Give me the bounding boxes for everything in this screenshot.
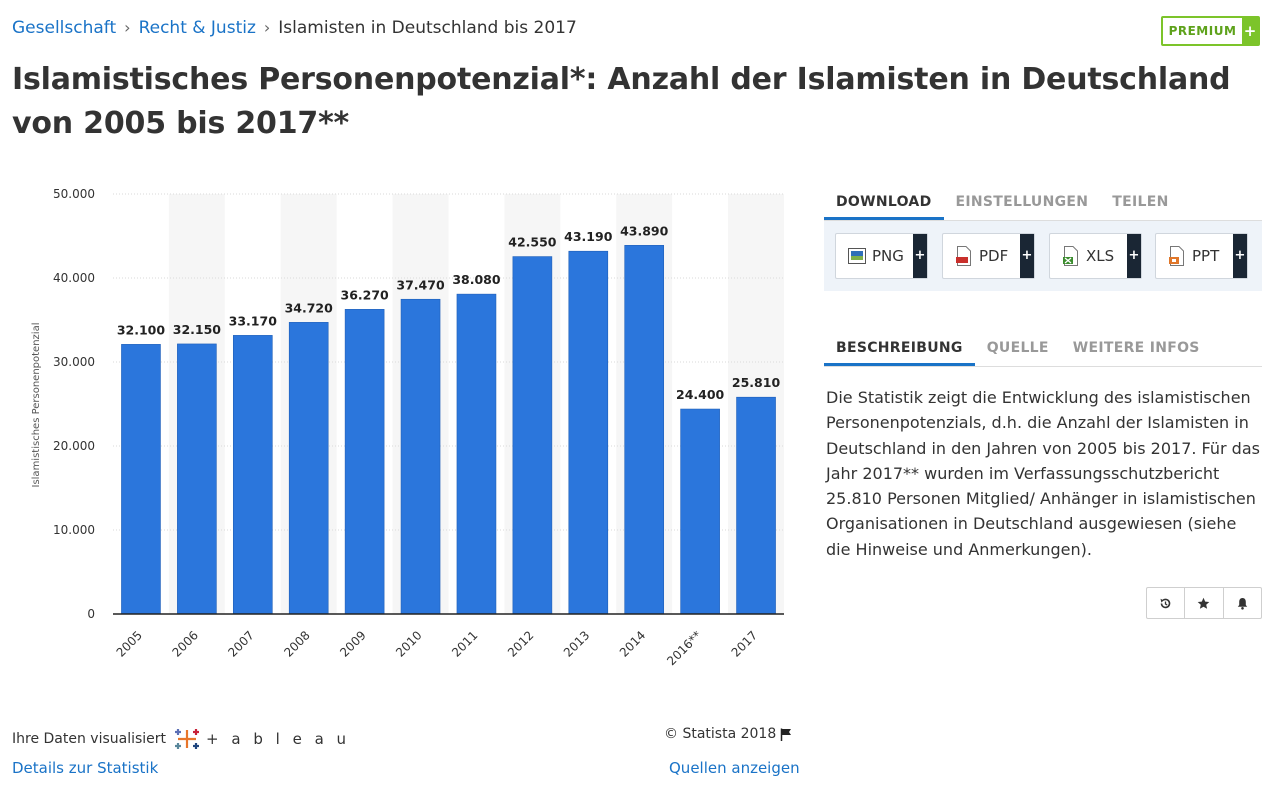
y-tick-label: 20.000 [53,439,95,453]
tab-teilen[interactable]: TEILEN [1112,194,1169,210]
breadcrumb-link-gesellschaft[interactable]: Gesellschaft [12,18,117,38]
x-tick-label: 2005 [114,628,145,659]
bar-2011[interactable] [456,293,497,615]
x-tick-label: 2014 [617,628,648,659]
download-pdf-button[interactable]: PDF + [942,233,1035,279]
tab-quelle[interactable]: QUELLE [986,340,1049,356]
tab-einstellungen[interactable]: EINSTELLUNGEN [955,194,1089,210]
page-title: Islamistisches Personenpotenzial*: Anzah… [12,62,1231,141]
value-label: 25.810 [732,375,781,390]
x-tick-label: 2013 [561,628,592,659]
plus-icon: + [1242,18,1258,44]
download-label: PPT [1192,247,1220,265]
download-png-button[interactable]: PNG + [835,233,928,279]
xls-file-icon [1062,246,1080,266]
value-label: 42.550 [508,235,557,250]
tab-weitere-infos[interactable]: WEITERE INFOS [1072,340,1200,356]
breadcrumb-separator: › [263,18,271,37]
bar-2013[interactable] [568,250,609,615]
tab-download[interactable]: DOWNLOAD [824,184,944,220]
value-label: 37.470 [396,277,445,292]
value-label: 38.080 [452,272,501,287]
bell-icon[interactable] [1222,588,1261,618]
chart-bars [121,245,776,615]
bar-2005[interactable] [121,344,161,615]
value-label: 43.890 [620,223,669,238]
pdf-file-icon [955,246,973,266]
download-label: PDF [979,247,1009,265]
history-icon[interactable] [1147,588,1184,618]
x-tick-label: 2008 [281,628,312,659]
premium-button[interactable]: PREMIUM + [1161,16,1260,46]
y-tick-label: 40.000 [53,271,95,285]
breadcrumb-link-recht-justiz[interactable]: Recht & Justiz [138,18,256,38]
tableau-logo[interactable]: + a b l e a u [172,726,350,752]
details-link[interactable]: Details zur Statistik [12,759,159,777]
x-tick-label: 2006 [169,628,200,659]
bar-2008[interactable] [288,322,329,615]
chart-value-labels: 32.100 32.150 33.170 34.720 36.270 37.470 38.0… [117,223,781,402]
bar-2012[interactable] [512,256,553,615]
breadcrumb-current: Islamisten in Deutschland bis 2017 [278,18,577,38]
x-tick-label: 2017 [729,628,760,659]
plus-icon: + [1127,234,1141,278]
y-axis-label: Islamistisches Personenpotenzial [31,323,42,488]
value-label: 33.170 [229,313,278,328]
description-text: Die Statistik zeigt die Entwicklung des … [826,388,1260,559]
download-ppt-button[interactable]: PPT + [1155,233,1248,279]
y-axis-ticks: 0 10.000 20.000 30.000 40.000 50.000 [53,187,95,621]
description-tabs: BESCHREIBUNG QUELLE WEITERE INFOS [824,330,1262,367]
bar-2007[interactable] [232,335,273,615]
credit-text: Ihre Daten visualisiert [12,731,167,747]
action-buttons [1146,587,1262,619]
download-panel: PNG + PDF + XLS + PPT + [824,221,1262,291]
bar-2014[interactable] [624,245,665,615]
x-tick-label: 2016** [664,628,704,668]
breadcrumb: Gesellschaft › Recht & Justiz › Islamisten i… [12,18,577,38]
tableau-wordmark: + a b l e a u [206,730,351,748]
x-tick-label: 2012 [505,628,536,659]
x-axis-tick-labels: 2005 2006 2007 2008 2009 2010 2011 2012 2013 2014… [114,628,761,668]
star-icon[interactable] [1184,588,1222,618]
premium-label: PREMIUM [1168,24,1237,38]
value-label: 36.270 [341,287,390,302]
tableau-logo-icon [175,729,200,749]
copyright: © Statista 2018 [664,726,792,742]
bar-2006[interactable] [177,343,217,615]
download-label: XLS [1086,247,1115,265]
y-tick-label: 30.000 [53,355,95,369]
x-tick-label: 2007 [225,628,256,659]
bar-chart: 0 10.000 20.000 30.000 40.000 50.000 Islamist… [31,187,784,668]
tab-beschreibung[interactable]: BESCHREIBUNG [824,330,975,366]
png-file-icon [848,246,866,266]
value-label: 34.720 [285,300,334,315]
plus-icon: + [913,234,927,278]
flag-icon[interactable] [780,728,792,741]
download-label: PNG [872,247,904,265]
copyright-text: © Statista 2018 [664,726,777,742]
bar-2017[interactable] [736,396,776,615]
breadcrumb-separator: › [124,18,131,37]
x-tick-label: 2010 [393,628,424,659]
plus-icon: + [1233,234,1247,278]
value-label: 32.100 [117,322,166,337]
tableau-credit: Ihre Daten visualisiert + a b l e a u [12,726,350,752]
download-tabs: DOWNLOAD EINSTELLUNGEN TEILEN [824,184,1262,221]
y-tick-label: 0 [87,607,95,621]
value-label: 24.400 [676,387,725,402]
bar-2016**[interactable] [680,408,720,615]
plus-icon: + [1020,234,1034,278]
ppt-file-icon [1168,246,1186,266]
bar-2009[interactable] [344,309,385,615]
x-tick-label: 2011 [449,628,480,659]
download-xls-button[interactable]: XLS + [1049,233,1142,279]
chart-gridlines [113,193,784,531]
y-tick-label: 50.000 [53,187,95,201]
bar-2010[interactable] [400,298,441,615]
sources-link[interactable]: Quellen anzeigen [669,759,800,777]
x-tick-label: 2009 [337,628,368,659]
value-label: 43.190 [564,229,613,244]
y-tick-label: 10.000 [53,523,95,537]
value-label: 32.150 [173,322,222,337]
